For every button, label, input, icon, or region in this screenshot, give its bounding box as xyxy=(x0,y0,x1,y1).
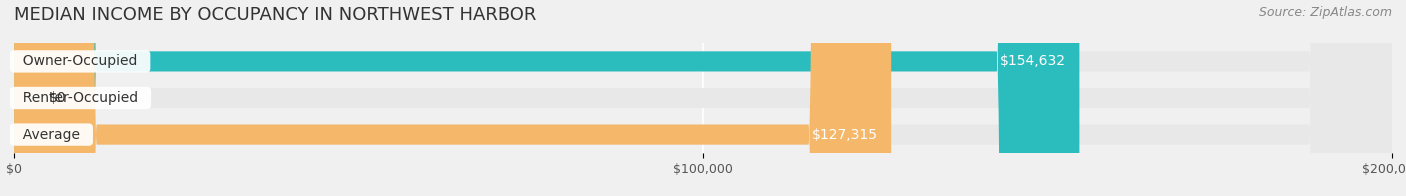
Text: Owner-Occupied: Owner-Occupied xyxy=(14,54,146,68)
Text: MEDIAN INCOME BY OCCUPANCY IN NORTHWEST HARBOR: MEDIAN INCOME BY OCCUPANCY IN NORTHWEST … xyxy=(14,6,537,24)
Text: Source: ZipAtlas.com: Source: ZipAtlas.com xyxy=(1258,6,1392,19)
FancyBboxPatch shape xyxy=(14,0,1392,196)
Text: $127,315: $127,315 xyxy=(811,128,877,142)
Text: $0: $0 xyxy=(48,91,66,105)
FancyBboxPatch shape xyxy=(14,0,1080,196)
FancyBboxPatch shape xyxy=(14,0,1392,196)
Text: $154,632: $154,632 xyxy=(1000,54,1066,68)
Text: Average: Average xyxy=(14,128,89,142)
FancyBboxPatch shape xyxy=(14,0,1392,196)
Text: Renter-Occupied: Renter-Occupied xyxy=(14,91,148,105)
FancyBboxPatch shape xyxy=(14,0,891,196)
